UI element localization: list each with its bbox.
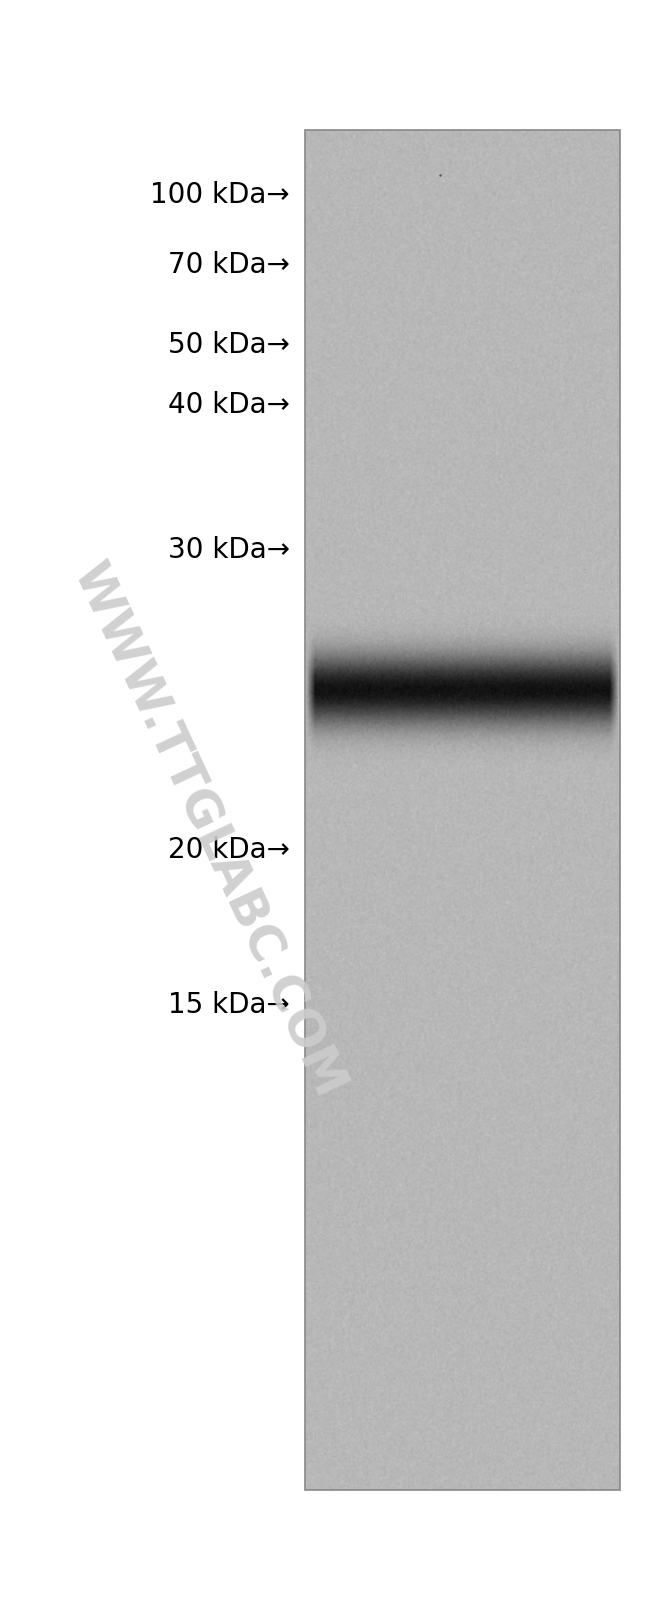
- Text: 100 kDa→: 100 kDa→: [150, 180, 290, 209]
- Text: 20 kDa→: 20 kDa→: [168, 835, 290, 864]
- Text: 40 kDa→: 40 kDa→: [168, 391, 290, 418]
- Bar: [305, 129, 620, 1490]
- Text: 70 kDa→: 70 kDa→: [168, 251, 290, 279]
- Text: 15 kDa→: 15 kDa→: [168, 992, 290, 1019]
- Text: 30 kDa→: 30 kDa→: [168, 537, 290, 564]
- Text: WWW.TTGLABC.COM: WWW.TTGLABC.COM: [63, 556, 353, 1105]
- Text: 50 kDa→: 50 kDa→: [168, 331, 290, 359]
